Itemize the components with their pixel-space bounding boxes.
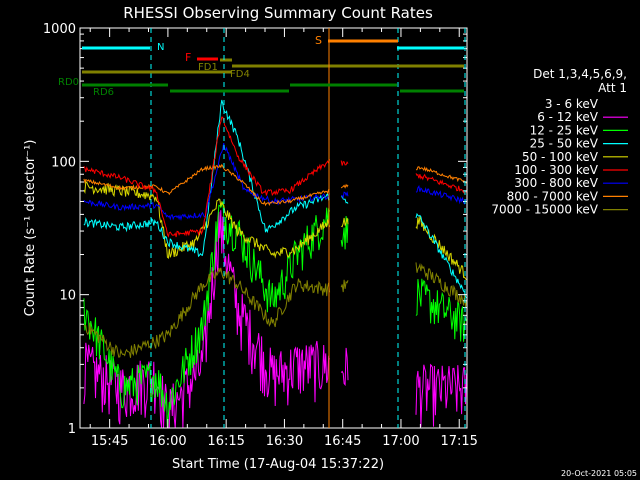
- series-line: [83, 262, 467, 358]
- y-tick-label: 1: [68, 422, 76, 437]
- x-tick-label: 16:15: [207, 434, 244, 449]
- series-line: [83, 163, 467, 207]
- annotation-fd1: FD1: [198, 62, 218, 73]
- series-line: [83, 143, 467, 222]
- x-tick-label: 16:30: [266, 434, 303, 449]
- legend-label: 12 - 25 keV: [530, 123, 599, 137]
- annotation-s: S: [315, 34, 322, 47]
- legend-header-line-2: Att 1: [598, 81, 627, 95]
- legend-label: 7000 - 15000 keV: [491, 203, 598, 217]
- annotation-rd6: RD6: [93, 87, 114, 98]
- x-tick-label: 16:00: [149, 434, 186, 449]
- annotation-f: F: [185, 51, 191, 64]
- series-line: [83, 99, 467, 299]
- legend-label: 100 - 300 keV: [514, 163, 598, 177]
- legend-label: 300 - 800 keV: [514, 176, 598, 190]
- x-tick-label: 17:15: [440, 434, 477, 449]
- legend-label: 50 - 100 keV: [522, 150, 599, 164]
- series-line: [83, 116, 467, 238]
- y-tick-label: 10: [59, 289, 76, 304]
- y-tick-label: 100: [51, 155, 76, 170]
- annotation-n: N: [157, 42, 164, 53]
- plot-frame: [79, 27, 468, 429]
- legend-header-line-1: Det 1,3,4,5,6,9,: [533, 67, 627, 81]
- series-line: [83, 201, 467, 427]
- annotation-fd4: FD4: [230, 69, 250, 80]
- y-tick-label: 1000: [43, 22, 76, 37]
- series-line: [83, 210, 467, 429]
- chart-title: RHESSI Observing Summary Count Rates: [123, 4, 433, 22]
- x-tick-label: 16:45: [324, 434, 361, 449]
- x-axis-label: Start Time (17-Aug-04 15:37:22): [172, 457, 384, 472]
- legend-label: 6 - 12 keV: [537, 110, 599, 124]
- annotation-rd0: RD0: [58, 77, 79, 88]
- x-tick-label: 15:45: [91, 434, 128, 449]
- y-axis-label: Count Rate (s⁻¹ detector⁻¹): [23, 140, 38, 317]
- x-tick-label: 17:00: [382, 434, 419, 449]
- legend-label: 25 - 50 keV: [530, 137, 599, 151]
- legend-label: 800 - 7000 keV: [507, 189, 599, 203]
- footer-timestamp: 20-Oct-2021 05:05: [561, 469, 637, 478]
- legend-label: 3 - 6 keV: [545, 97, 599, 111]
